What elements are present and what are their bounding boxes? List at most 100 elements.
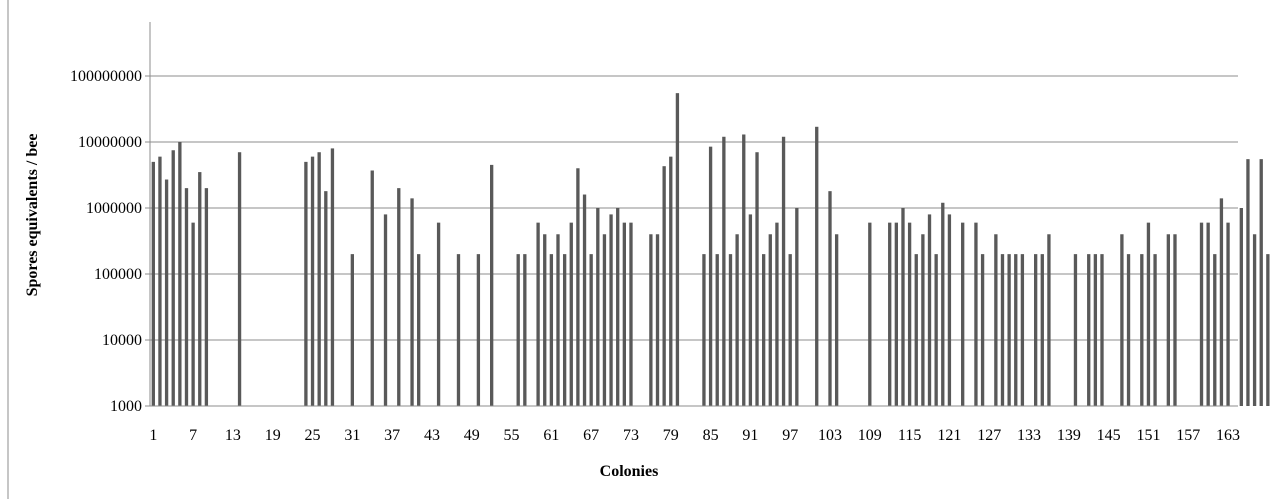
x-tick-labels: 1 7 13 19 25 31 37 43 49 55 61 67 73 79 85 91 97 103 109 11… (149, 427, 1240, 444)
x-tick-label: 127 (977, 427, 1001, 444)
bar (184, 188, 189, 406)
bar (330, 148, 335, 406)
bar (1219, 198, 1224, 406)
bar (324, 191, 328, 406)
bar (1213, 254, 1217, 406)
y-tick-label: 10000000 (78, 134, 142, 151)
x-tick-label: 67 (583, 427, 599, 444)
bar (151, 161, 155, 406)
bar (629, 222, 633, 406)
bar (728, 254, 733, 406)
bar (914, 254, 918, 406)
x-tick-label: 31 (344, 427, 360, 444)
bar (1259, 159, 1263, 406)
bar (310, 156, 315, 406)
bar (576, 168, 580, 406)
bar (1146, 222, 1151, 406)
bar (927, 214, 932, 406)
bar (1126, 254, 1131, 406)
bar (1007, 254, 1011, 406)
bar (383, 214, 388, 406)
bar (722, 136, 726, 406)
bar (735, 234, 739, 406)
bar (748, 214, 753, 406)
bar (596, 208, 600, 406)
bar (1014, 254, 1018, 406)
bar (1199, 222, 1204, 406)
y-tick-label: 10000 (102, 332, 142, 349)
bar (410, 198, 414, 406)
bar (742, 134, 746, 407)
bar (1047, 234, 1051, 406)
bar (1093, 254, 1098, 406)
bar (994, 234, 998, 406)
bar (675, 93, 680, 406)
x-tick-label: 1 (149, 427, 157, 444)
bar (370, 170, 374, 406)
bar (417, 254, 421, 406)
bar (901, 208, 905, 406)
x-tick-label: 151 (1136, 427, 1160, 444)
bar (1073, 254, 1078, 406)
bar (1120, 234, 1124, 406)
y-tick-label: 1000 (110, 398, 142, 415)
bar (350, 254, 354, 406)
bar (980, 254, 985, 406)
bar (762, 254, 766, 406)
bar (456, 254, 461, 406)
bar (888, 222, 892, 406)
bar (198, 172, 202, 406)
y-axis-title: Spores equivalents / bee (24, 134, 41, 297)
bar (1166, 234, 1170, 406)
x-tick-label: 37 (384, 427, 400, 444)
bar (655, 234, 660, 406)
bar (1206, 222, 1210, 406)
x-tick-label: 145 (1097, 427, 1121, 444)
bar (974, 222, 978, 406)
bar (894, 222, 898, 406)
x-tick-label: 133 (1017, 427, 1041, 444)
x-tick-label: 61 (543, 427, 559, 444)
x-tick-label: 7 (189, 427, 197, 444)
bar (191, 222, 195, 406)
bar (622, 222, 626, 406)
bar (669, 156, 673, 406)
bar (768, 234, 772, 406)
bar (562, 254, 567, 406)
bar (1239, 208, 1243, 406)
x-tick-label: 97 (782, 427, 798, 444)
bar (237, 152, 242, 406)
bar (602, 234, 607, 406)
y-tick-label: 100000000 (70, 68, 142, 85)
x-tick-label: 109 (858, 427, 882, 444)
x-tick-label: 85 (703, 427, 719, 444)
bar (589, 254, 593, 406)
bar (1153, 254, 1157, 406)
bar (1040, 254, 1044, 406)
x-tick-label: 79 (663, 427, 679, 444)
bar (556, 234, 560, 406)
bar (1087, 254, 1091, 406)
x-tick-label: 139 (1057, 427, 1081, 444)
bar (708, 146, 713, 406)
x-tick-label: 91 (742, 427, 758, 444)
bar (178, 142, 182, 406)
bar (536, 222, 540, 406)
bar (934, 254, 938, 406)
bar (436, 222, 441, 406)
bar (961, 222, 965, 406)
bar (1140, 254, 1144, 406)
bar (582, 194, 587, 406)
x-tick-label: 121 (937, 427, 961, 444)
bar (788, 254, 792, 406)
x-tick-label: 157 (1176, 427, 1200, 444)
bar (781, 136, 786, 406)
bar (755, 152, 759, 406)
bar (523, 254, 527, 406)
bar (921, 234, 925, 406)
bar (490, 164, 494, 406)
x-tick-label: 115 (898, 427, 921, 444)
bar (1034, 254, 1038, 406)
